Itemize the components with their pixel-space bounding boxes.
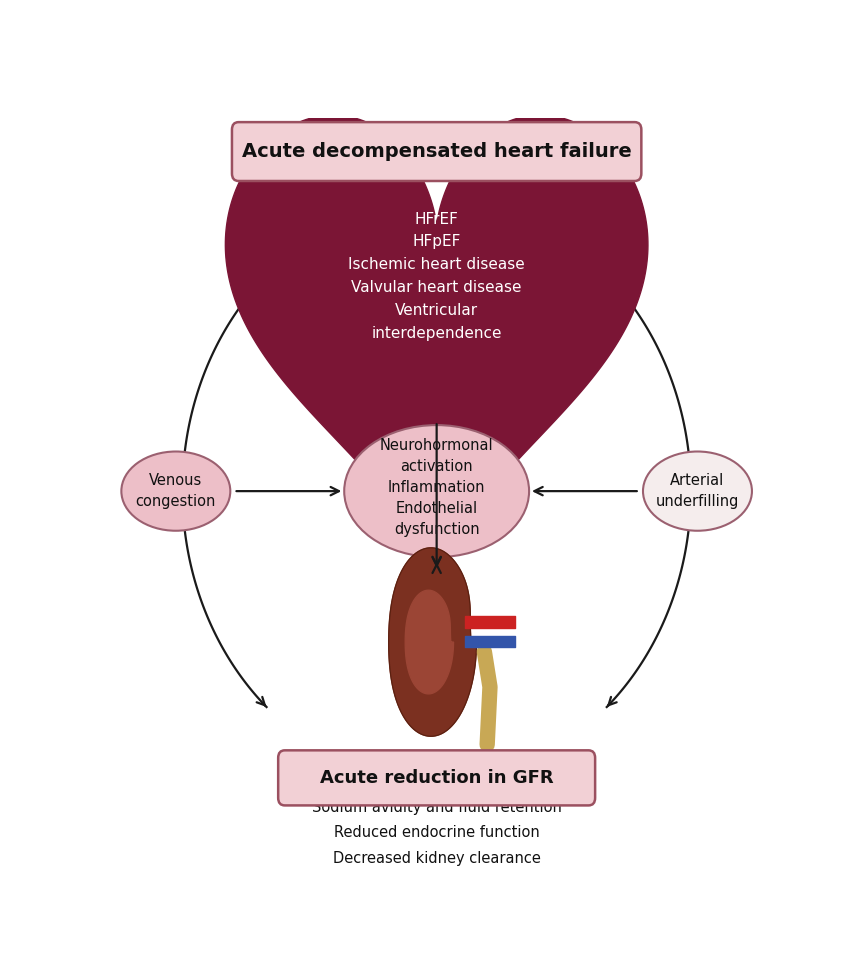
Polygon shape <box>226 115 648 588</box>
Text: Acute decompensated heart failure: Acute decompensated heart failure <box>242 142 631 161</box>
Text: Venous
congestion: Venous congestion <box>135 473 216 510</box>
Text: Arterial
underfilling: Arterial underfilling <box>656 473 740 510</box>
Text: Acute reduction in GFR: Acute reduction in GFR <box>320 769 554 787</box>
Ellipse shape <box>121 452 230 531</box>
Polygon shape <box>389 548 476 736</box>
Ellipse shape <box>344 425 529 558</box>
FancyBboxPatch shape <box>278 751 596 806</box>
FancyBboxPatch shape <box>232 122 642 181</box>
Text: Neurohormonal
activation
Inflammation
Endothelial
dysfunction: Neurohormonal activation Inflammation En… <box>380 438 493 537</box>
Text: Sodium avidity and fluid retention
Reduced endocrine function
Decreased kidney c: Sodium avidity and fluid retention Reduc… <box>312 800 561 866</box>
Ellipse shape <box>643 452 752 531</box>
Polygon shape <box>406 590 453 694</box>
Text: HFrEF
HFpEF
Ischemic heart disease
Valvular heart disease
Ventricular
interdepen: HFrEF HFpEF Ischemic heart disease Valvu… <box>348 212 525 341</box>
